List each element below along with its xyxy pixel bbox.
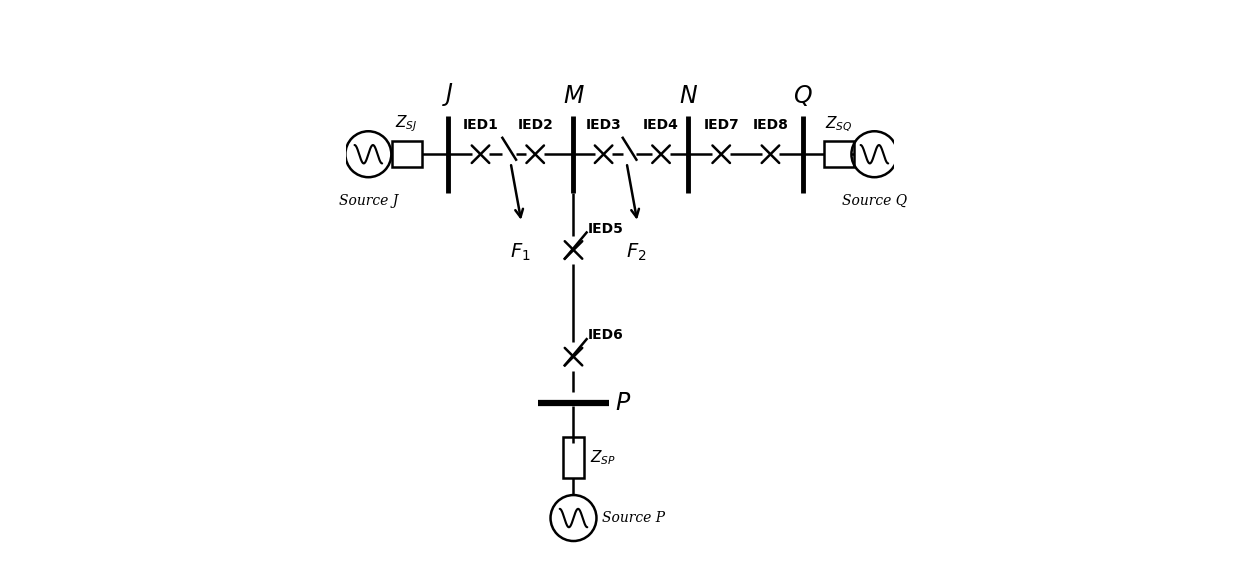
Text: $Z_{SP}$: $Z_{SP}$ [590,449,616,467]
Text: IED3: IED3 [585,118,621,132]
Bar [563,437,584,478]
Text: $J$: $J$ [441,81,454,108]
Text: IED7: IED7 [703,118,739,132]
Text: IED6: IED6 [588,328,624,342]
Text: IED4: IED4 [644,118,680,132]
Text: $N$: $N$ [678,84,698,108]
Text: Source J: Source J [339,194,398,208]
Text: $Z_{SQ}$: $Z_{SQ}$ [825,115,853,134]
Text: $F_2$: $F_2$ [626,242,646,263]
Text: Source P: Source P [601,511,665,525]
Text: Source Q: Source Q [842,194,906,208]
Text: IED5: IED5 [588,222,624,236]
Text: $F_1$: $F_1$ [510,242,531,263]
Text: IED8: IED8 [753,118,789,132]
Text: $M$: $M$ [563,84,584,108]
Text: $Q$: $Q$ [794,83,813,108]
Bar [392,141,422,167]
Bar [823,141,854,167]
Text: IED1: IED1 [463,118,498,132]
Text: $P$: $P$ [615,391,631,415]
Text: IED2: IED2 [517,118,553,132]
Text: $Z_{SJ}$: $Z_{SJ}$ [396,113,418,134]
